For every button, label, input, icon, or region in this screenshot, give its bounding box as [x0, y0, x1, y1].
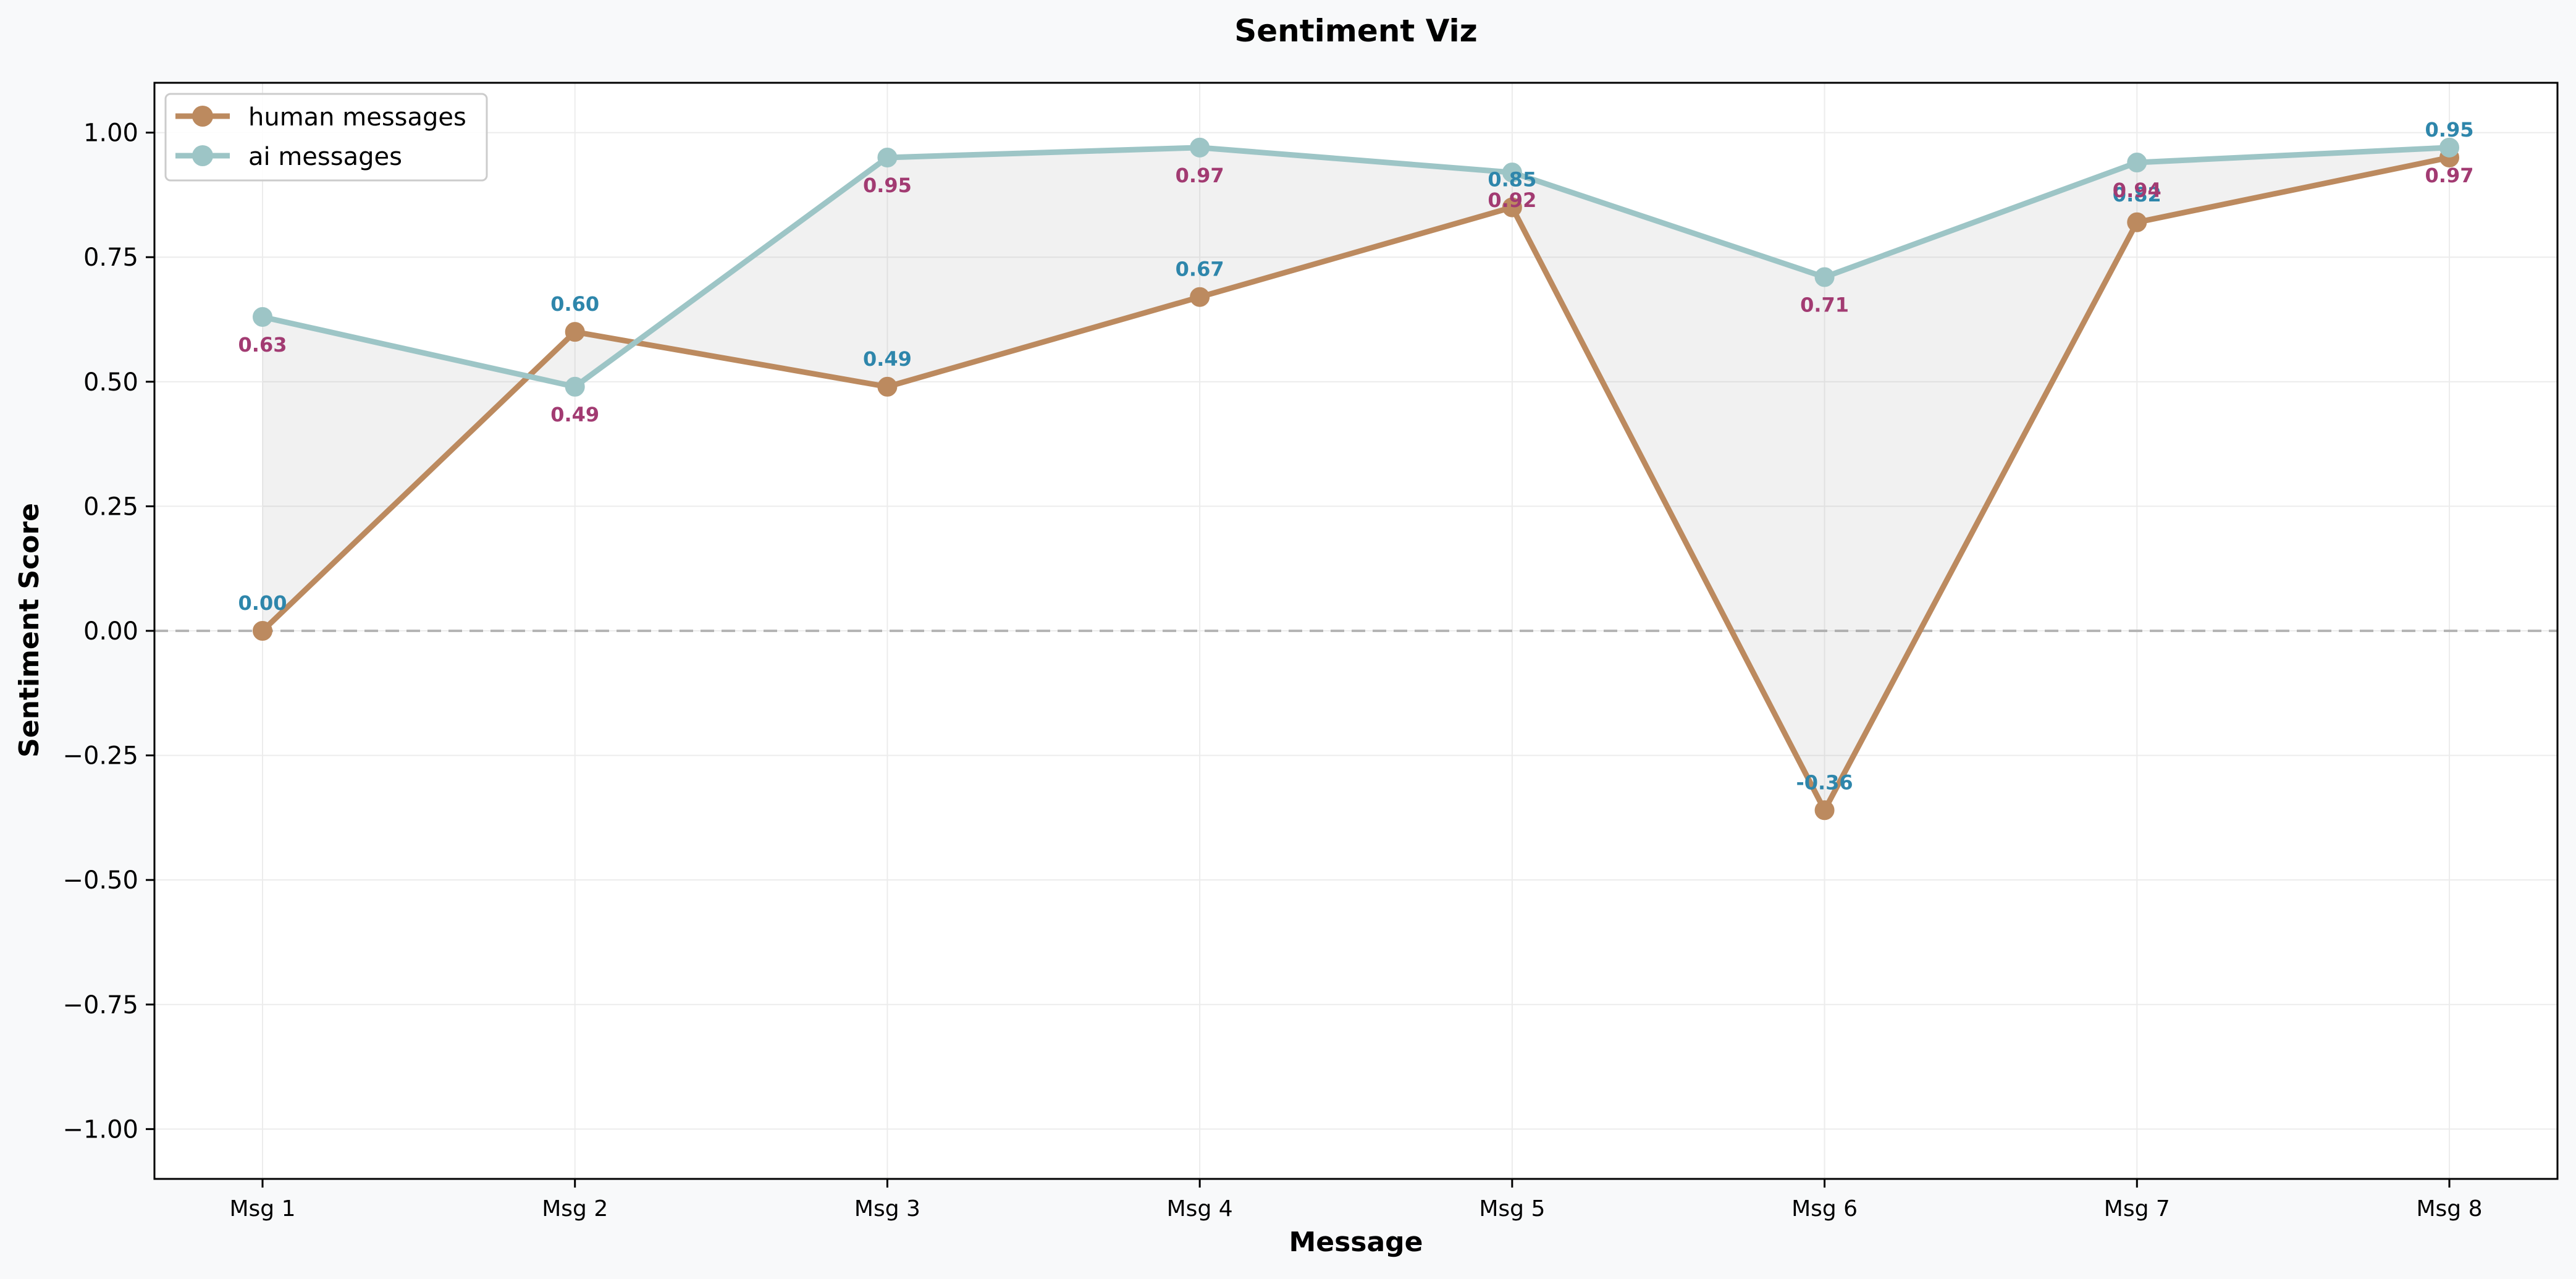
y-tick-label: −0.25 [62, 742, 138, 770]
series-ai [253, 137, 2459, 397]
x-axis-ticks: Msg 1 Msg 2 Msg 3 Msg 4 Msg 5 Msg 6 Msg 7 Msg 8 [229, 1179, 2483, 1222]
y-axis-label: Sentiment Score [14, 503, 45, 758]
data-point [1814, 800, 1835, 821]
data-point [1502, 163, 1522, 183]
x-tick-label: Msg 3 [854, 1196, 920, 1222]
x-tick-label: Msg 2 [542, 1196, 608, 1222]
data-point [1814, 267, 1835, 287]
data-label: 0.97 [2425, 164, 2474, 187]
data-point [2127, 153, 2147, 173]
x-tick-label: Msg 6 [1791, 1196, 1858, 1222]
data-point [253, 621, 272, 641]
y-tick-label: 0.75 [83, 243, 138, 272]
data-label: 0.71 [1800, 293, 1849, 316]
series-lines [253, 137, 2459, 821]
legend-marker-ai [192, 145, 213, 166]
fill-between-region [263, 147, 2449, 811]
y-tick-label: 0.00 [83, 617, 138, 646]
y-tick-label: 0.50 [83, 368, 138, 397]
data-label: 0.95 [863, 174, 912, 197]
data-label: 0.95 [2425, 118, 2474, 141]
data-point [1190, 287, 1210, 307]
data-point [2127, 212, 2147, 232]
data-point [1190, 137, 1210, 158]
y-axis-ticks: −1.00 −0.75 −0.50 −0.25 0.00 0.25 0.50 0.75 1.00 [62, 119, 154, 1144]
y-tick-label: 1.00 [83, 119, 138, 148]
data-point [1502, 197, 1522, 217]
x-tick-label: Msg 4 [1167, 1196, 1233, 1222]
y-tick-label: −0.50 [62, 866, 138, 895]
data-label: 0.49 [863, 347, 912, 371]
y-tick-label: 0.25 [83, 492, 138, 521]
data-point [2439, 137, 2459, 158]
x-tick-label: Msg 1 [229, 1196, 295, 1222]
data-label: 0.49 [550, 403, 599, 426]
x-axis-label: Message [1289, 1226, 1423, 1258]
y-tick-label: −0.75 [62, 991, 138, 1019]
data-labels: 0.00 0.60 0.49 0.67 0.85 -0.36 0.82 0.95 0.63 0.4… [238, 118, 2474, 794]
series-human [253, 147, 2459, 821]
data-label: 0.60 [550, 292, 599, 316]
series-line-human [259, 154, 2452, 813]
legend-label-human: human messages [248, 103, 466, 132]
data-point [253, 306, 272, 327]
data-label: 0.82 [2113, 183, 2161, 206]
data-label: 0.67 [1176, 258, 1224, 281]
data-label: 0.00 [238, 591, 287, 615]
legend: human messages ai messages [164, 93, 488, 182]
data-point [877, 376, 898, 397]
fill-between-area [263, 147, 2449, 811]
data-label: -0.36 [1796, 770, 1853, 794]
data-label: 0.92 [1488, 188, 1536, 212]
chart-title: Sentiment Viz [1234, 13, 1478, 49]
x-tick-label: Msg 7 [2104, 1196, 2170, 1222]
legend-box [164, 93, 488, 182]
legend-label-ai: ai messages [248, 143, 402, 171]
data-label: 0.94 [2113, 179, 2161, 202]
data-label: 0.97 [1176, 164, 1224, 187]
data-label: 0.63 [238, 333, 287, 357]
legend-marker-human [192, 106, 213, 127]
data-point [565, 322, 585, 342]
y-tick-label: −1.00 [62, 1115, 138, 1144]
series-line-ai [259, 145, 2452, 390]
data-point [877, 147, 898, 167]
data-label: 0.85 [1488, 168, 1536, 192]
data-point [565, 376, 585, 397]
x-tick-label: Msg 8 [2416, 1196, 2482, 1222]
x-tick-label: Msg 5 [1479, 1196, 1545, 1222]
